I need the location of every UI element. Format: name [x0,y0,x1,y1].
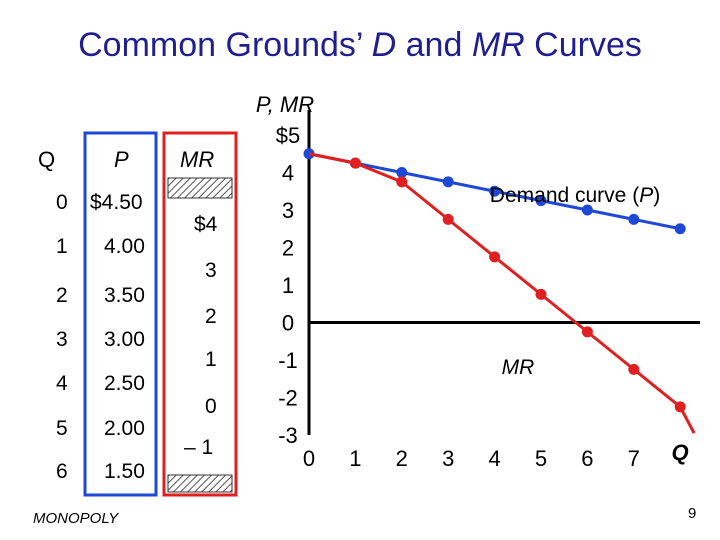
p-value: 2.50 [104,372,145,395]
mr-point [535,288,547,300]
title-suffix: Curves [524,26,642,64]
p-value: 2.00 [104,417,145,440]
mr-value: 0 [205,395,217,418]
q-value: 2 [56,284,68,307]
p-column-box [83,131,158,497]
y-axis-label: P, MR [256,92,314,117]
x-tick-label: 1 [349,446,361,471]
demand-point [581,204,593,216]
q-value: 4 [56,372,68,395]
y-tick-label: -2 [278,386,298,411]
mr-value: 3 [205,259,217,282]
demand-point [628,213,640,225]
p-column-header: P [114,147,129,172]
title-d: D [371,26,397,64]
q-value: 0 [56,191,68,214]
x-tick-label: 0 [303,446,315,471]
x-tick-label: 5 [535,446,547,471]
y-tick-label: 2 [282,236,294,261]
demand-point [674,223,686,235]
demand-point [535,195,547,207]
mr-value: – 1 [184,436,214,459]
footer-label: MONOPOLY [33,510,119,527]
mr-value: 1 [205,348,217,371]
mr-point [349,157,361,169]
page-number: 9 [688,505,697,522]
title-middle: and [396,26,472,64]
p-value: 3.50 [104,284,145,307]
p-value: 4.00 [104,235,145,258]
demand-point [396,167,408,178]
mr-value: $4 [194,213,218,236]
y-tick-label: 1 [282,273,294,298]
mr-hatch-top [167,177,233,199]
x-tick-label: 4 [488,446,500,471]
p-value: 1.50 [104,460,145,483]
x-axis-label: Q [671,440,688,465]
q-value: 5 [56,417,68,440]
mr-point [581,326,593,338]
slide-title: Common Grounds’ D and MR Curves [0,26,720,65]
mr-point [489,251,501,263]
title-mr: MR [471,26,525,64]
mr-hatch-bottom [167,474,233,493]
p-value: 3.00 [104,328,145,351]
mr-label: MR [502,356,535,379]
mr-value: 2 [205,305,217,328]
q-column-header: Q [38,147,56,172]
y-tick-label: -3 [278,423,298,448]
q-value: 6 [56,460,68,483]
y-tick-label: 4 [282,161,294,186]
x-tick-label: 3 [442,446,454,471]
mr-point [396,176,408,188]
q-value: 3 [56,328,68,351]
q-value: 1 [56,235,68,258]
demand-point [442,176,454,188]
x-tick-label: 2 [396,446,408,471]
mr-point [628,363,640,375]
mr-point [674,401,686,413]
y-tick-label: 0 [282,311,294,336]
mr-column-header: MR [180,147,215,172]
y-tick-label: $5 [276,123,300,148]
mr-line [308,152,696,434]
mr-point [442,213,454,225]
x-tick-label: 7 [628,446,640,471]
p-value: $4.50 [90,191,143,214]
y-tick-label: 3 [282,198,294,223]
demand-point [489,185,501,197]
mr-column-box [162,131,238,497]
title-prefix: Common Grounds’ [78,26,372,64]
demand-label: Demand curve (P) [490,184,660,207]
x-tick-label: 6 [581,446,593,471]
y-tick-label: -1 [278,348,298,373]
